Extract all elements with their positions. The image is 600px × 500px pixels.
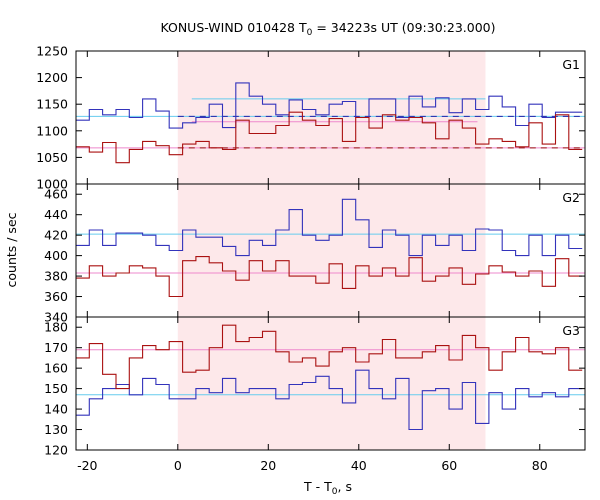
- x-tick-label: 0: [174, 458, 182, 473]
- x-tick-label: -20: [77, 458, 97, 473]
- g3-frame: [75, 316, 586, 451]
- chart-title-rest: = 34223s UT (09:30:23.000): [312, 20, 495, 35]
- g2-y-tick-label: 340: [44, 310, 68, 325]
- x-axis-label-subscript: 0: [332, 487, 338, 497]
- g2-y-tick-label: 360: [44, 289, 68, 304]
- g3-y-tick-label: 150: [44, 381, 68, 396]
- g1-y-tick-label: 1150: [36, 97, 68, 112]
- g1-y-tick-label: 1050: [36, 150, 68, 165]
- g3-y-tick-label: 130: [44, 422, 68, 437]
- g3-series-blue: [76, 369, 583, 431]
- x-axis-label-rest: , s: [338, 479, 352, 494]
- g1-y-tick-label: 1100: [36, 123, 68, 138]
- chart-title-main: KONUS-WIND 010428 T: [160, 20, 306, 35]
- g3-panel-label: G3: [562, 323, 580, 338]
- x-tick-label: 80: [532, 458, 548, 473]
- g2-y-tick-label: 460: [44, 187, 68, 202]
- g1-y-tick-label: 1250: [36, 44, 68, 59]
- g1-shaded-interval: [177, 51, 486, 184]
- chart-title-subscript: 0: [307, 28, 313, 38]
- g1-y-tick-label: 1000: [36, 177, 68, 192]
- g1-series-blue: [76, 82, 583, 129]
- g3-shaded-interval: [177, 317, 486, 450]
- g2-series-blue: [76, 198, 583, 257]
- g1-y-tick-label: 1200: [36, 70, 68, 85]
- g2-y-tick-label: 420: [44, 228, 68, 243]
- g3-y-tick-label: 180: [44, 320, 68, 335]
- g3-y-tick-label: 140: [44, 402, 68, 417]
- g2-y-tick-label: 440: [44, 207, 68, 222]
- x-axis-label-main: T - T: [303, 479, 332, 494]
- g3-y-tick-label: 120: [44, 443, 68, 458]
- g2-panel-label: G2: [562, 190, 580, 205]
- g2-y-tick-label: 400: [44, 248, 68, 263]
- x-tick-label: 40: [351, 458, 367, 473]
- g3-y-tick-label: 160: [44, 361, 68, 376]
- chart-title: KONUS-WIND 010428 T0 = 34223s UT (09:30:…: [160, 20, 495, 38]
- x-axis-label: T - T0, s: [303, 479, 352, 497]
- y-axis-label: counts / sec: [4, 212, 19, 287]
- g3-y-tick-label: 170: [44, 340, 68, 355]
- g2-series-red: [76, 256, 583, 298]
- g3-series-red: [76, 324, 583, 390]
- g2-y-tick-label: 380: [44, 269, 68, 284]
- x-tick-label: 20: [260, 458, 276, 473]
- x-tick-label: 60: [441, 458, 457, 473]
- g2-shaded-interval: [177, 184, 486, 317]
- g1-series-red: [76, 111, 583, 164]
- g1-panel-label: G1: [562, 57, 580, 72]
